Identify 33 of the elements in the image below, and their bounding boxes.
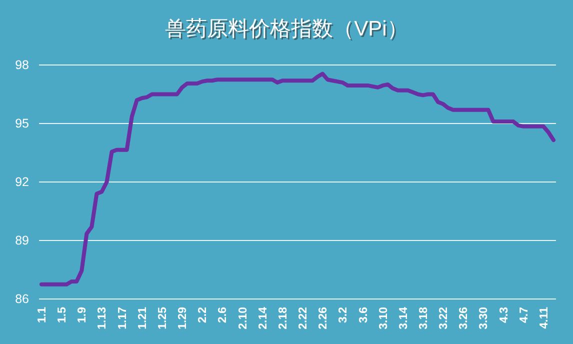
x-tick-label: 3.26 [458, 307, 470, 330]
y-tick-label: 89 [15, 234, 30, 248]
chart-title: 兽药原料价格指数（VPi） [166, 19, 410, 42]
x-tick-label: 3.10 [378, 307, 390, 330]
y-tick-label: 98 [15, 58, 30, 72]
x-tick-label: 3.18 [418, 306, 430, 330]
x-tick-label: 3.6 [358, 307, 370, 323]
y-tick-label: 86 [15, 292, 30, 306]
x-tick-label: 3.14 [398, 306, 410, 330]
x-tick-label: 1.17 [116, 307, 129, 330]
x-tick-label: 1.5 [56, 306, 69, 323]
x-tick-label: 1.25 [156, 306, 169, 330]
x-tick-label: 2.6 [217, 307, 230, 323]
x-tick-label: 3.2 [338, 307, 350, 323]
x-tick-label: 2.10 [237, 307, 250, 330]
x-tick-label: 2.22 [298, 307, 310, 330]
x-tick-label: 2.18 [277, 306, 290, 330]
x-tick-label: 3.22 [438, 307, 450, 330]
x-tick-label: 3.30 [478, 307, 490, 330]
x-tick-label: 1.9 [76, 307, 89, 323]
x-tick-label: 1.13 [96, 307, 109, 330]
x-tick-label: 1.21 [136, 306, 149, 330]
x-tick-label: 4.7 [518, 307, 530, 323]
x-tick-label: 1.1 [36, 306, 49, 323]
x-tick-label: 1.29 [177, 307, 190, 330]
x-tick-label: 2.2 [197, 307, 210, 323]
x-tick-label: 2.26 [318, 307, 330, 330]
x-tick-label: 4.11 [538, 306, 550, 329]
y-tick-label: 95 [15, 116, 30, 130]
line-series [40, 72, 556, 286]
y-tick-label: 92 [15, 175, 30, 189]
x-tick-label: 2.14 [257, 306, 270, 330]
x-tick-label: 4.3 [498, 307, 510, 323]
